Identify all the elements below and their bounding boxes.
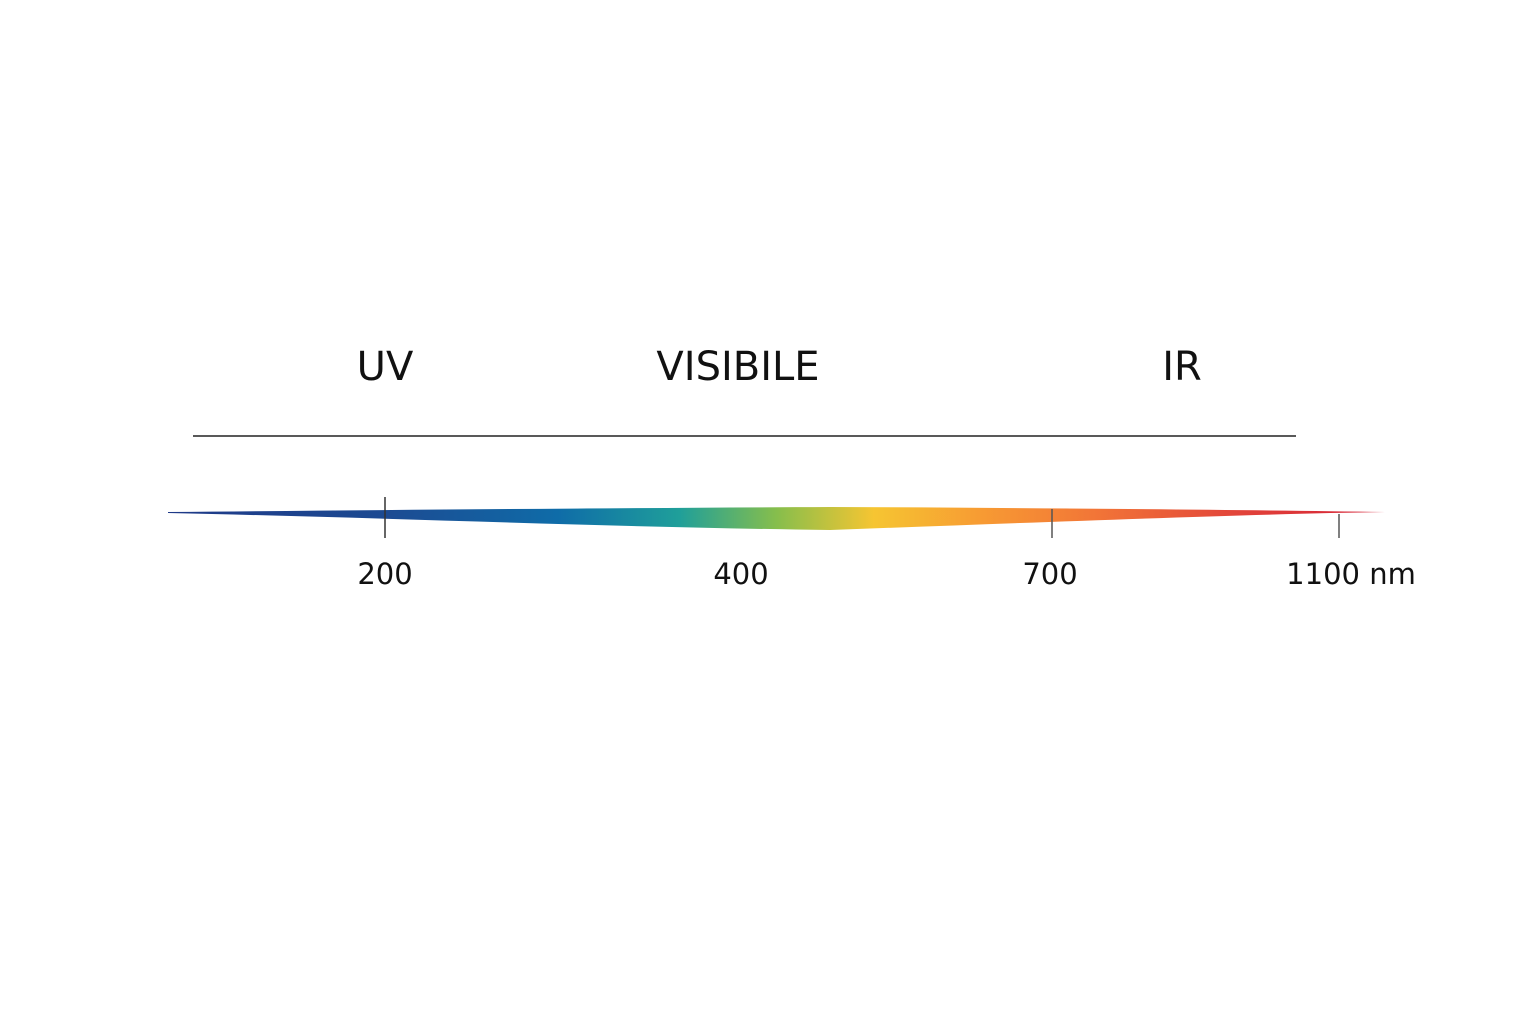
tick-label: 400 — [713, 557, 768, 591]
tick-label: 700 — [1022, 557, 1077, 591]
region-label: UV — [357, 344, 414, 390]
region-label: VISIBILE — [656, 344, 819, 390]
tick-label: 1100 nm — [1286, 557, 1416, 591]
spectrum-band — [168, 507, 1385, 530]
tick-label: 200 — [357, 557, 412, 591]
region-label: IR — [1162, 344, 1202, 390]
